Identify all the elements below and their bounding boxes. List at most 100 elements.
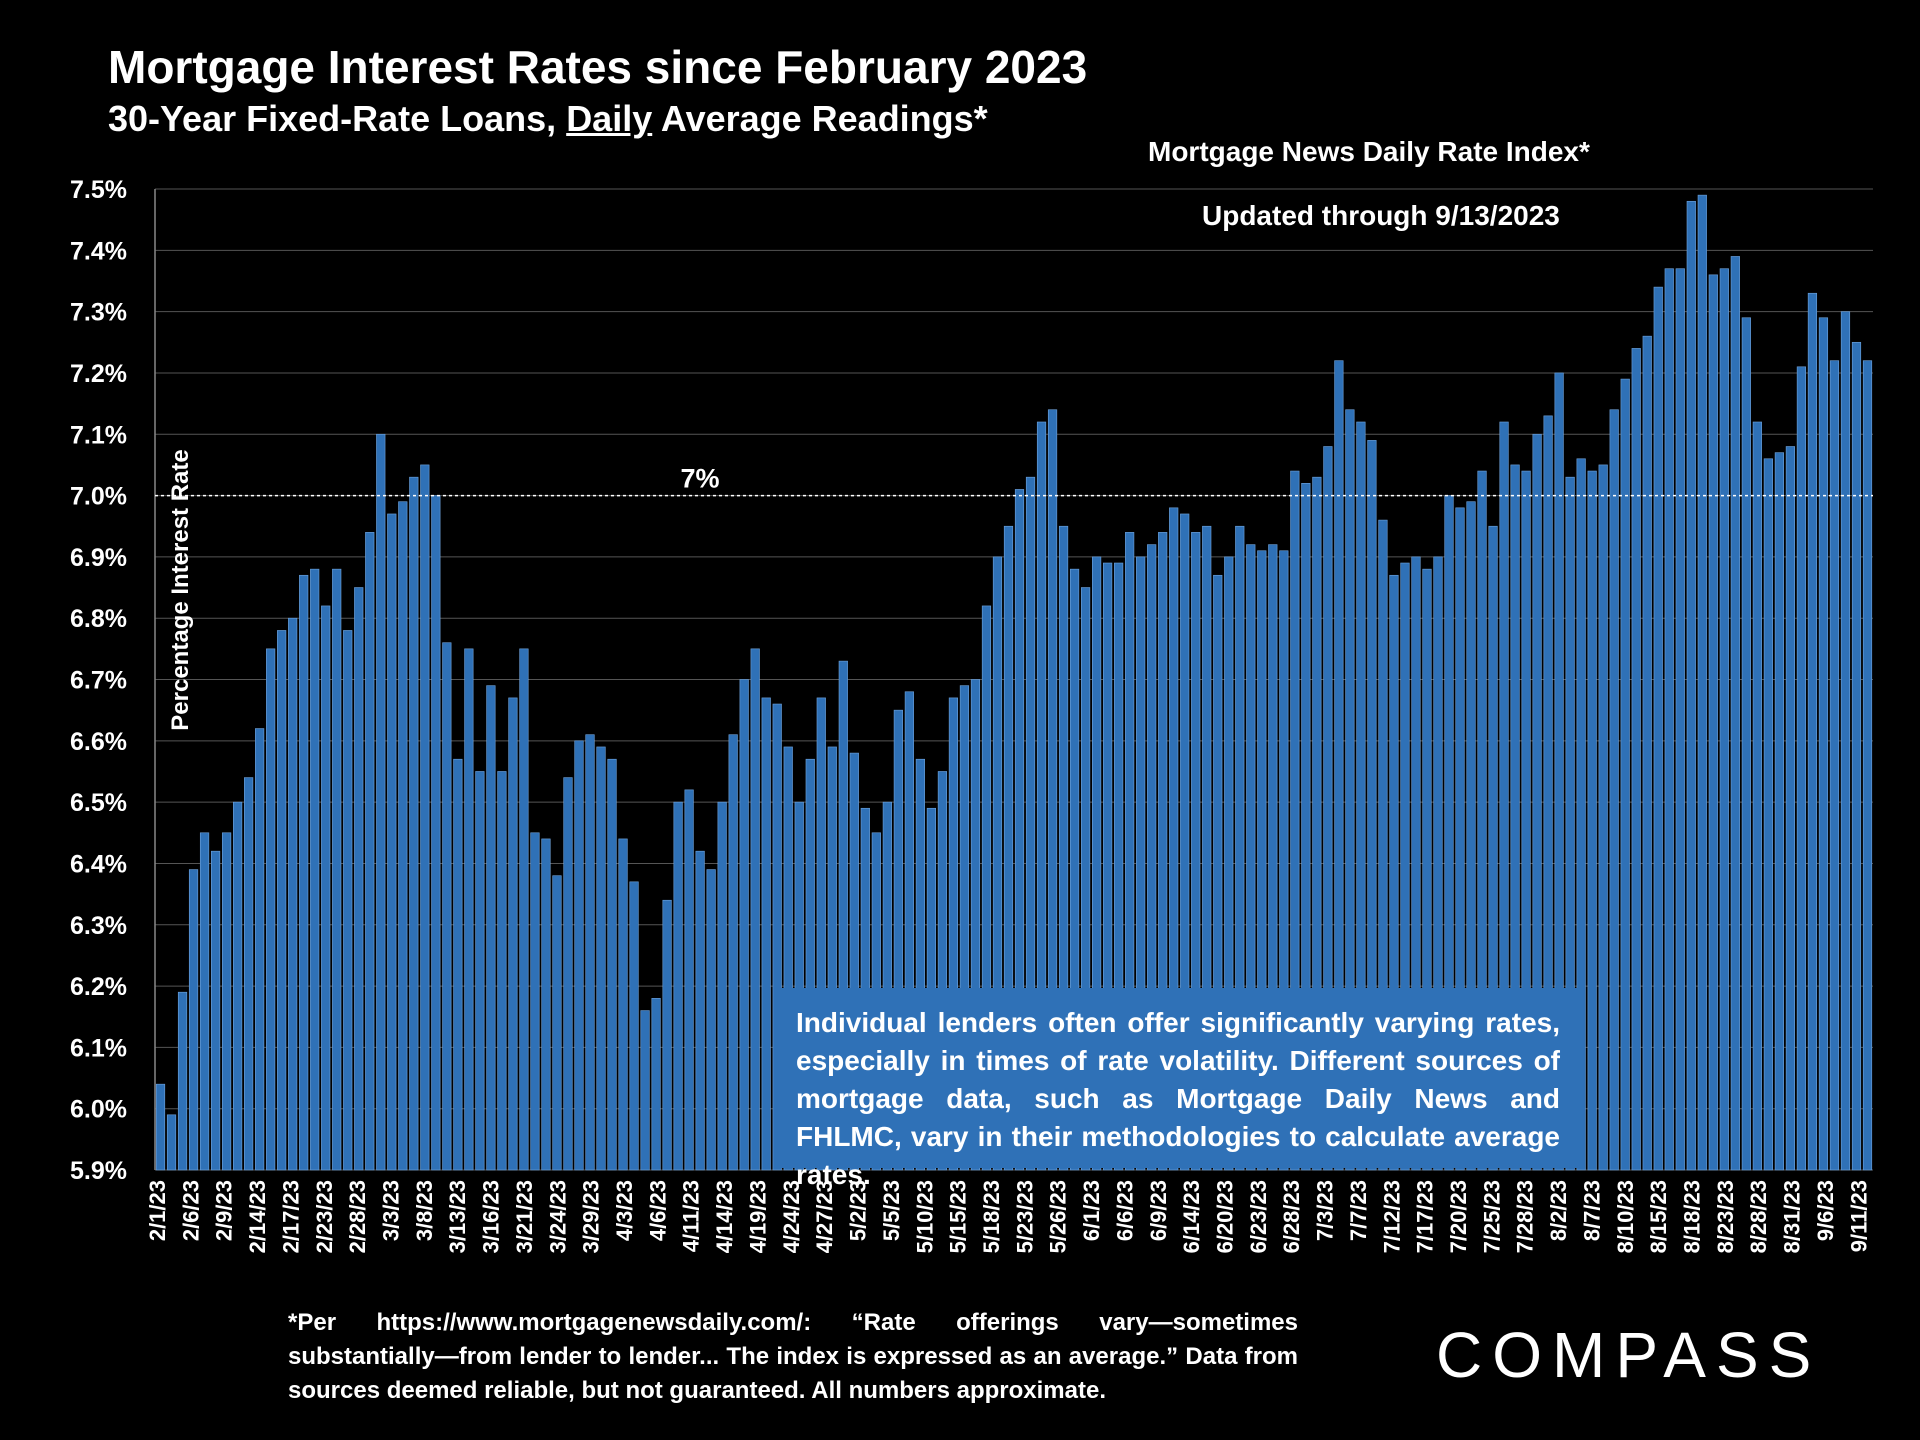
y-axis-ticks: 5.9% 6.0% 6.1% 6.2% 6.3% 6.4% 6.5% 6.6% 6.7% 6.8%…: [70, 176, 127, 1185]
y-tick-label: 6.0%: [70, 1096, 127, 1124]
chart-subtitle: 30-Year Fixed-Rate Loans, Daily Average …: [108, 98, 988, 140]
bar: [1069, 568, 1080, 1171]
bar: [552, 875, 562, 1171]
bar: [442, 642, 452, 1171]
bar: [1862, 360, 1873, 1171]
bar: [497, 771, 507, 1171]
x-tick-label: 6/20/23: [1212, 1180, 1237, 1253]
bar: [574, 740, 584, 1171]
bar: [210, 850, 221, 1171]
bar: [794, 801, 804, 1171]
bar: [343, 630, 353, 1171]
bar: [1003, 525, 1014, 1171]
bar: [188, 869, 199, 1171]
bar: [398, 501, 408, 1171]
bar: [1389, 574, 1399, 1171]
x-tick-label: 4/6/23: [645, 1180, 670, 1241]
bar: [882, 801, 892, 1171]
x-tick-label: 8/18/23: [1680, 1180, 1705, 1253]
bar: [1807, 292, 1818, 1171]
bar: [1080, 587, 1091, 1171]
x-tick-label: 2/6/23: [178, 1180, 203, 1241]
bar: [695, 850, 705, 1171]
y-tick-label: 5.9%: [70, 1157, 127, 1185]
bar: [299, 574, 309, 1171]
x-tick-label: 5/5/23: [879, 1180, 904, 1241]
bar: [1213, 574, 1223, 1171]
x-tick-label: 7/3/23: [1313, 1180, 1338, 1241]
y-tick-label: 6.5%: [70, 789, 127, 817]
y-tick-label: 7.1%: [70, 421, 127, 449]
x-tick-label: 5/10/23: [912, 1180, 937, 1253]
x-tick-label: 8/28/23: [1746, 1180, 1771, 1253]
bar: [728, 734, 738, 1171]
bar: [992, 556, 1003, 1171]
bar: [199, 832, 210, 1171]
bar: [354, 587, 364, 1171]
bar: [1224, 556, 1234, 1171]
bar: [563, 777, 573, 1171]
bar: [1521, 470, 1531, 1171]
reference-line-label: 7%: [680, 464, 719, 494]
bar: [1642, 335, 1652, 1171]
bar: [332, 568, 342, 1171]
subtitle-underlined: Daily: [566, 98, 653, 139]
bar: [596, 746, 606, 1171]
x-tick-label: 8/15/23: [1646, 1180, 1671, 1253]
compass-logo: COMPASS: [1436, 1319, 1822, 1391]
source-label: Mortgage News Daily Rate Index*: [1148, 136, 1590, 167]
bar: [1378, 519, 1388, 1171]
bar: [1719, 268, 1729, 1171]
bar: [1499, 421, 1509, 1171]
y-tick-label: 6.4%: [70, 850, 127, 878]
x-tick-label: 6/23/23: [1246, 1180, 1271, 1253]
bar: [904, 691, 914, 1171]
x-tick-label: 6/6/23: [1112, 1180, 1137, 1241]
x-tick-label: 4/11/23: [679, 1180, 704, 1252]
bar: [221, 832, 232, 1171]
bar: [849, 752, 859, 1171]
x-tick-label: 6/14/23: [1179, 1180, 1204, 1253]
bar: [937, 771, 948, 1171]
bar: [1147, 544, 1157, 1171]
x-tick-label: 7/25/23: [1479, 1180, 1504, 1253]
bar: [981, 605, 992, 1171]
y-tick-label: 6.9%: [70, 544, 127, 572]
y-tick-label: 6.8%: [70, 605, 127, 633]
chart-title: Mortgage Interest Rates since February 2…: [108, 41, 1088, 93]
bar: [1047, 409, 1058, 1171]
bar: [1466, 501, 1476, 1171]
bar: [1058, 525, 1069, 1171]
x-tick-label: 3/3/23: [379, 1180, 404, 1241]
bar: [1477, 470, 1487, 1171]
x-tick-label: 7/17/23: [1413, 1180, 1438, 1253]
bar: [1554, 372, 1564, 1171]
bar: [1708, 274, 1718, 1171]
bar: [255, 728, 265, 1171]
bar: [1301, 482, 1311, 1171]
footnote: *Per https://www.mortgagenewsdaily.com/:…: [288, 1309, 1298, 1404]
x-axis-ticks: 2/1/23 2/6/23 2/9/23 2/14/23 2/17/23 2/23/23 2…: [145, 1180, 1871, 1253]
bar: [431, 495, 441, 1171]
bar: [1576, 458, 1586, 1171]
x-tick-label: 9/11/23: [1846, 1180, 1871, 1252]
bar: [1136, 556, 1146, 1171]
bar: [1741, 317, 1751, 1171]
bar: [662, 899, 672, 1171]
bar: [177, 991, 188, 1171]
reference-line: 7%: [155, 464, 1873, 497]
bar: [1114, 562, 1124, 1171]
bar: [618, 838, 628, 1171]
bar: [1367, 440, 1377, 1171]
x-tick-label: 8/10/23: [1613, 1180, 1638, 1253]
note-callout: Individual lenders often offer significa…: [774, 988, 1582, 1190]
bar: [805, 758, 815, 1171]
bar: [1631, 348, 1641, 1171]
bar: [1235, 525, 1245, 1171]
bar: [1664, 268, 1674, 1171]
bar: [288, 617, 298, 1171]
bar: [684, 789, 694, 1171]
x-tick-label: 5/23/23: [1012, 1180, 1037, 1253]
y-tick-label: 7.0%: [70, 483, 127, 511]
